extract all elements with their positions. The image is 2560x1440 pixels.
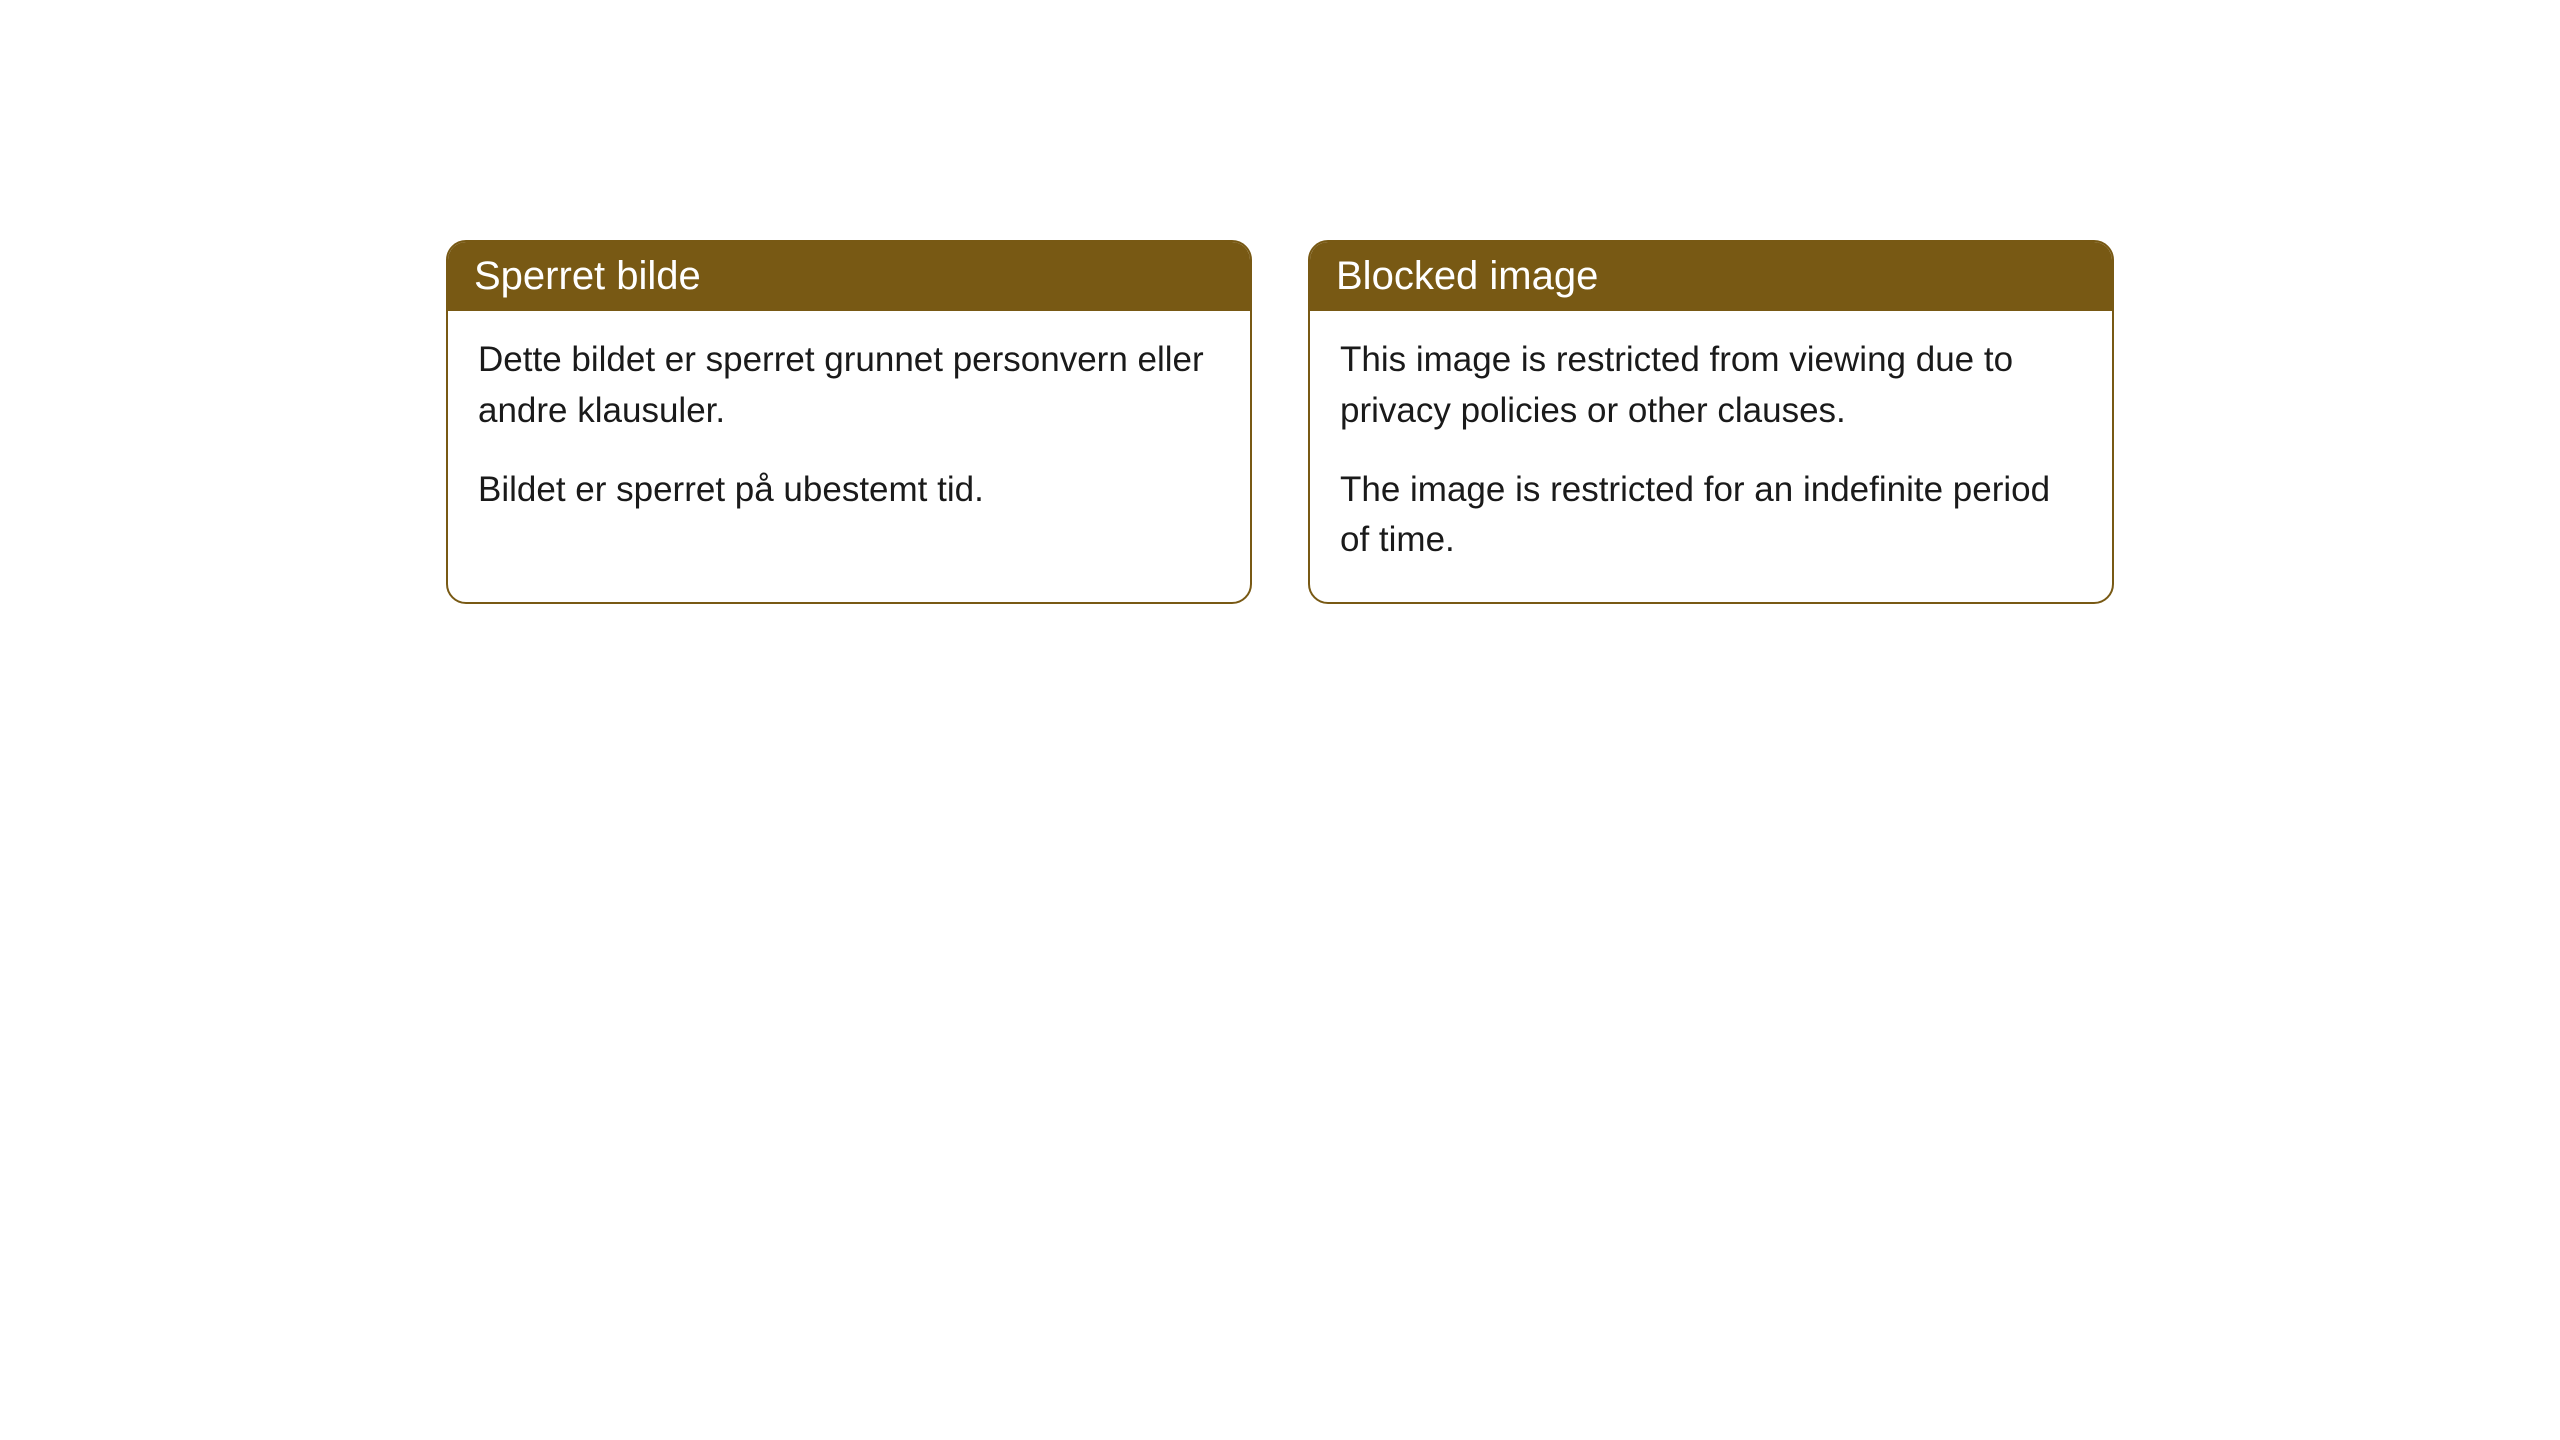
card-title: Sperret bilde	[474, 254, 701, 298]
blocked-image-card-english: Blocked image This image is restricted f…	[1308, 240, 2114, 604]
card-paragraph-1: Dette bildet er sperret grunnet personve…	[478, 335, 1220, 437]
blocked-image-card-norwegian: Sperret bilde Dette bildet er sperret gr…	[446, 240, 1252, 604]
card-header: Sperret bilde	[448, 242, 1250, 311]
card-header: Blocked image	[1310, 242, 2112, 311]
card-paragraph-2: Bildet er sperret på ubestemt tid.	[478, 465, 1220, 516]
card-body: This image is restricted from viewing du…	[1310, 311, 2112, 602]
card-paragraph-1: This image is restricted from viewing du…	[1340, 335, 2082, 437]
cards-container: Sperret bilde Dette bildet er sperret gr…	[446, 240, 2114, 604]
card-body: Dette bildet er sperret grunnet personve…	[448, 311, 1250, 551]
card-paragraph-2: The image is restricted for an indefinit…	[1340, 465, 2082, 567]
card-title: Blocked image	[1336, 254, 1598, 298]
